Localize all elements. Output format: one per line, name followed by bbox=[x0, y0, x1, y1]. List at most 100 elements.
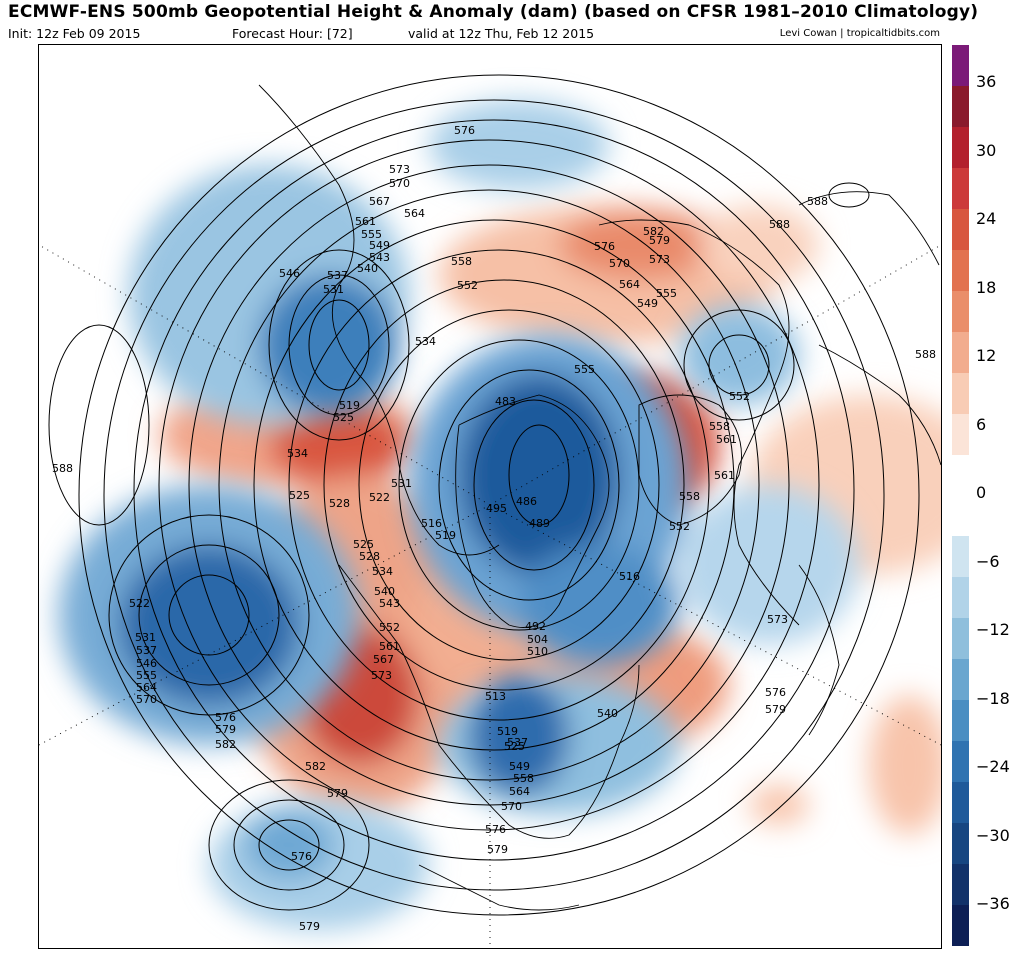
contour-label: 516 bbox=[421, 517, 442, 530]
contour-label: 549 bbox=[509, 760, 530, 773]
contour-label: 576 bbox=[485, 823, 506, 836]
contour-label: 513 bbox=[485, 690, 506, 703]
contour-label: 573 bbox=[649, 253, 670, 266]
colorbar-band bbox=[952, 536, 969, 578]
colorbar-tick-label: 30 bbox=[976, 140, 997, 160]
contour-label: 552 bbox=[457, 279, 478, 292]
contour-label: 558 bbox=[709, 420, 730, 433]
contour-label: 579 bbox=[215, 723, 236, 736]
contour-label: 528 bbox=[359, 550, 380, 563]
coastline-layer bbox=[258, 84, 941, 911]
colorbar-band bbox=[952, 208, 969, 250]
colorbar-band bbox=[952, 659, 969, 701]
contour-label: 546 bbox=[136, 657, 157, 670]
contour-label: 540 bbox=[374, 585, 395, 598]
colorbar-tick-label: −6 bbox=[976, 551, 1000, 571]
valid-time: valid at 12z Thu, Feb 12 2015 bbox=[408, 26, 595, 41]
colorbar-band bbox=[952, 864, 969, 906]
contour-label: 540 bbox=[597, 707, 618, 720]
contour-label: 588 bbox=[52, 462, 73, 475]
colorbar-band bbox=[952, 577, 969, 619]
contour-label: 588 bbox=[769, 218, 790, 231]
contour-label: 576 bbox=[454, 124, 475, 137]
colorbar-band bbox=[952, 372, 969, 414]
contour-label: 525 bbox=[289, 489, 310, 502]
contour-label: 570 bbox=[609, 257, 630, 270]
contour-label: 564 bbox=[619, 278, 640, 291]
contour-label: 519 bbox=[339, 399, 360, 412]
contour-label: 522 bbox=[129, 597, 150, 610]
contour-label: 558 bbox=[513, 772, 534, 785]
colorbar-tick-label: 24 bbox=[976, 209, 997, 228]
colorbar-tick-label: −12 bbox=[976, 620, 1010, 639]
colorbar-band bbox=[952, 126, 969, 168]
contour-label: 549 bbox=[369, 239, 390, 252]
init-time: Init: 12z Feb 09 2015 bbox=[8, 26, 141, 41]
contour-label: 537 bbox=[507, 736, 528, 749]
contour-label: 555 bbox=[361, 228, 382, 241]
contour-label: 558 bbox=[451, 255, 472, 268]
contour-label: 552 bbox=[729, 390, 750, 403]
colorbar-tick-label: 36 bbox=[976, 72, 997, 91]
forecast-hour: Forecast Hour: [72] bbox=[232, 26, 353, 41]
contour-label: 564 bbox=[404, 207, 425, 220]
colorbar-band bbox=[952, 249, 969, 291]
contour-label: 516 bbox=[619, 570, 640, 583]
map-panel: 576 573 570 567 564 561 555 549 543 546 … bbox=[38, 44, 942, 949]
colorbar-band bbox=[952, 454, 969, 496]
contour-label: 555 bbox=[574, 363, 595, 376]
contour-label: 534 bbox=[415, 335, 436, 348]
contour-label: 573 bbox=[767, 613, 788, 626]
contour-label: 522 bbox=[369, 491, 390, 504]
colorbar-band bbox=[952, 413, 969, 455]
contour-label: 579 bbox=[765, 703, 786, 716]
contour-label: 579 bbox=[327, 787, 348, 800]
contour-label: 543 bbox=[369, 251, 390, 264]
contour-label: 519 bbox=[435, 529, 456, 542]
contour-label: 525 bbox=[353, 538, 374, 551]
colorbar-band bbox=[952, 495, 969, 537]
contour-label: 561 bbox=[355, 215, 376, 228]
contour-label: 570 bbox=[389, 177, 410, 190]
contour-label: 579 bbox=[649, 234, 670, 247]
colorbar-band bbox=[952, 618, 969, 660]
contour-label: 576 bbox=[594, 240, 615, 253]
contour-label: 546 bbox=[279, 267, 300, 280]
contour-label: 549 bbox=[637, 297, 658, 310]
colorbar-band bbox=[952, 331, 969, 373]
contour-label: 489 bbox=[529, 517, 550, 530]
chart-title: ECMWF-ENS 500mb Geopotential Height & An… bbox=[8, 2, 979, 22]
contour-label: 558 bbox=[679, 490, 700, 503]
credit-text: Levi Cowan | tropicaltidbits.com bbox=[779, 28, 940, 39]
contour-label: 504 bbox=[527, 633, 548, 646]
contour-label: 576 bbox=[765, 686, 786, 699]
contour-label: 561 bbox=[714, 469, 735, 482]
colorbar-band bbox=[952, 741, 969, 783]
contour-label: 531 bbox=[135, 631, 156, 644]
contour-label: 579 bbox=[487, 843, 508, 856]
contour-label: 495 bbox=[486, 502, 507, 515]
contour-label: 570 bbox=[501, 800, 522, 813]
colorbar-tick-label: −36 bbox=[976, 894, 1010, 913]
contour-label: 552 bbox=[669, 520, 690, 533]
contour-label: 567 bbox=[369, 195, 390, 208]
contour-label: 534 bbox=[287, 447, 308, 460]
contour-label: 573 bbox=[389, 163, 410, 176]
contour-label: 570 bbox=[136, 693, 157, 706]
colorbar-tick-label: 6 bbox=[976, 414, 987, 434]
contour-label: 525 bbox=[504, 740, 525, 753]
contour-label: 555 bbox=[136, 669, 157, 682]
contour-label: 537 bbox=[136, 644, 157, 657]
contour-label: 540 bbox=[357, 262, 378, 275]
contour-label: 582 bbox=[215, 738, 236, 751]
colorbar-tick-label: −18 bbox=[976, 688, 1010, 708]
contour-label: 588 bbox=[915, 348, 936, 361]
colorbar-tick-label: −30 bbox=[976, 825, 1010, 845]
colorbar-band bbox=[952, 45, 969, 86]
colorbar-band bbox=[952, 823, 969, 865]
colorbar bbox=[952, 45, 969, 946]
contour-label: 483 bbox=[495, 395, 516, 408]
contour-label: 582 bbox=[643, 225, 664, 238]
contour-label: 543 bbox=[379, 597, 400, 610]
contour-label: 555 bbox=[656, 287, 677, 300]
